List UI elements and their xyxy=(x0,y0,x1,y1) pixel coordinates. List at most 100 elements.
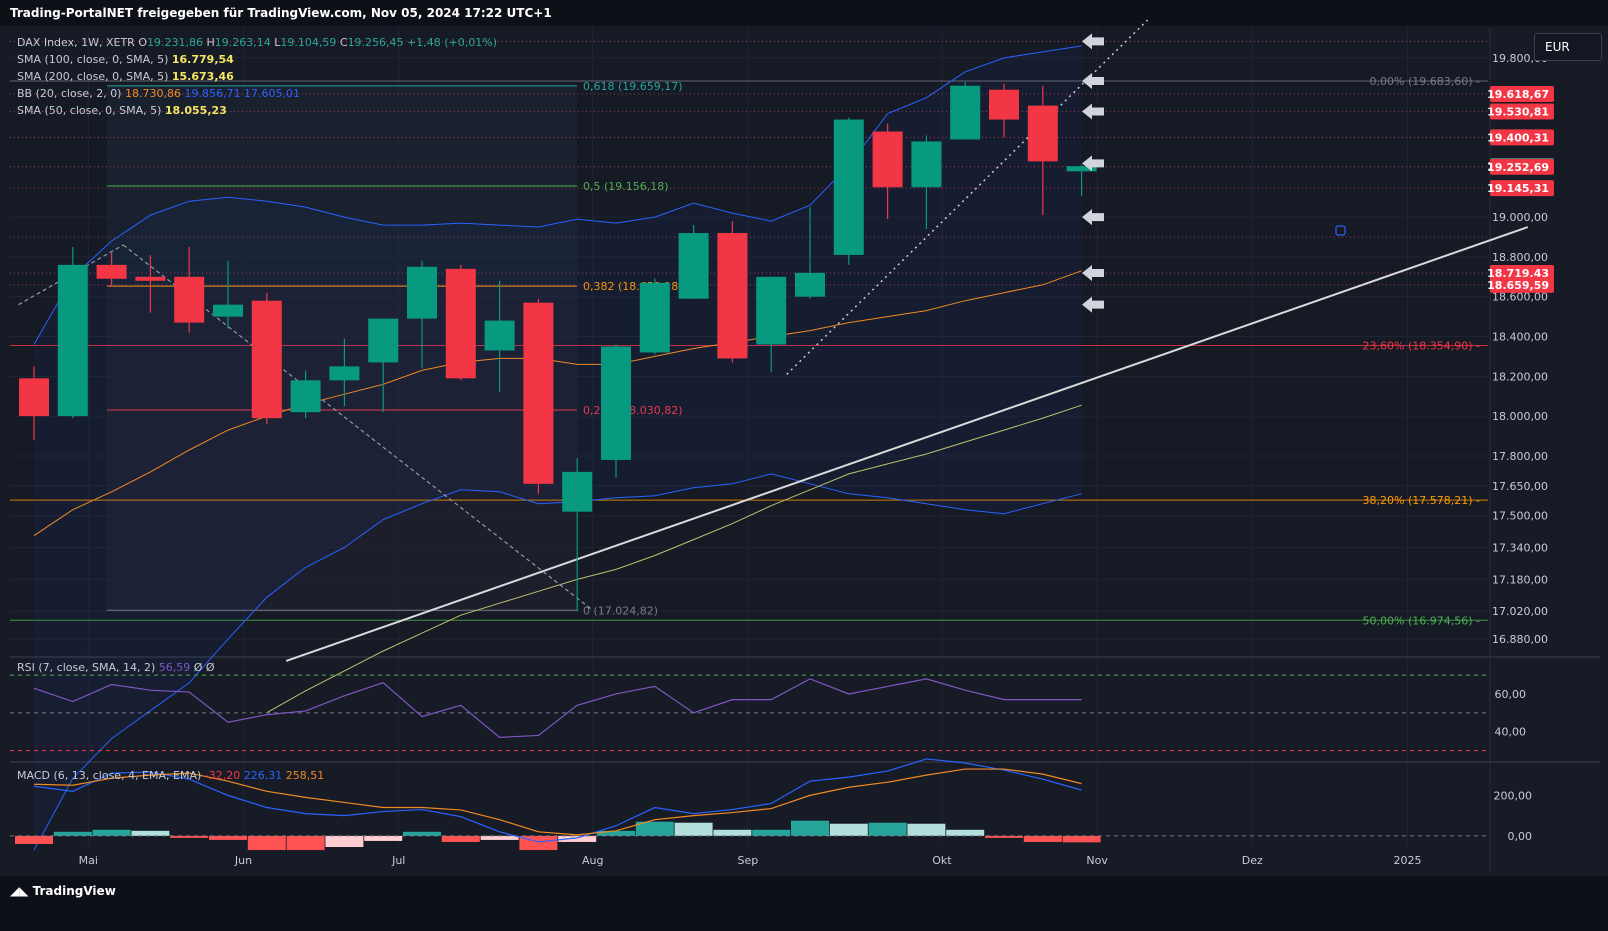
trendline xyxy=(285,226,1529,662)
candle-4 xyxy=(174,246,205,333)
candle-9 xyxy=(368,318,399,413)
tv-logo-icon: ◢◣ xyxy=(10,884,33,898)
macd-hist-bar-22 xyxy=(868,822,907,836)
arrow-icon-5 xyxy=(1082,264,1104,281)
macd-hist-bar-11 xyxy=(441,835,480,842)
currency-selector[interactable]: EUR xyxy=(1534,33,1602,61)
legend-sma200: SMA (200, close, 0, SMA, 5) 15.673,46 xyxy=(17,68,497,85)
yaxis-tick-8: 17.650,00 xyxy=(1492,480,1548,493)
candle-body-15 xyxy=(601,346,631,460)
yaxis-tick-13: 16.880,00 xyxy=(1492,633,1548,646)
legend-h-label: H xyxy=(206,36,215,49)
legend-sma100-value: 16.779,54 xyxy=(171,53,234,66)
xaxis-tick-0: Mai xyxy=(79,854,98,867)
rsi-tick-0: 60,00 xyxy=(1495,688,1527,701)
fib-label-1: 0,618 (19.659,17) xyxy=(583,80,683,93)
macd-hist-bar-14 xyxy=(558,835,597,842)
legend-c-label: C xyxy=(339,36,348,49)
rsi-legend-label: RSI (7, close, SMA, 14, 2) xyxy=(17,661,156,674)
bb-lower-line xyxy=(33,473,1082,851)
footer-brand: TradingView xyxy=(32,884,116,898)
header-bar: Trading-PortalNET freigegeben für Tradin… xyxy=(0,0,1608,26)
bb-upper-line xyxy=(33,45,1082,345)
macd-tick-1: 0,00 xyxy=(1508,830,1533,843)
macd-hist-bar-6 xyxy=(247,835,286,851)
candle-body-16 xyxy=(639,282,670,353)
macd-hist-bar-24 xyxy=(946,829,985,836)
macd-hist-bar-8 xyxy=(325,835,364,848)
yaxis-tick-6: 18.000,00 xyxy=(1492,410,1548,423)
arrow-icon-2 xyxy=(1082,103,1104,120)
macd-hist-bar-26 xyxy=(1023,835,1062,842)
candle-14 xyxy=(562,457,593,612)
macd-line xyxy=(33,758,1082,843)
fib-label-2: 0,5 (19.156,18) xyxy=(583,180,669,193)
price-label-4: 19.252,69 xyxy=(1487,161,1549,174)
macd-hist-bar-16 xyxy=(635,821,674,836)
candle-19 xyxy=(756,276,787,373)
price-label-bg-1 xyxy=(1490,103,1554,120)
candle-body-7 xyxy=(290,380,321,413)
price-label-5: 19.145,31 xyxy=(1487,182,1549,195)
candle-20 xyxy=(795,207,825,299)
price-label-bg-2 xyxy=(1490,129,1554,146)
legend-change: +1,48 (+0,01%) xyxy=(407,36,497,49)
arrow-icon-6 xyxy=(1082,296,1104,313)
macd-hist-bar-2 xyxy=(92,829,131,836)
candle-body-18 xyxy=(717,233,748,359)
xaxis-tick-6: Nov xyxy=(1086,854,1108,867)
macd-hist-bar-19 xyxy=(752,829,791,836)
fib-label-8: 50,00% (16.974,56) - xyxy=(1363,614,1481,627)
legend-high: 19.263,14 xyxy=(214,36,271,49)
legend-sma50-value: 18.055,23 xyxy=(164,104,227,117)
candle-body-0 xyxy=(19,378,49,417)
main-legend: DAX Index, 1W, XETR O19.231,86 H19.263,1… xyxy=(17,34,497,119)
fib-label-6: 38,20% (17.578,21) - xyxy=(1363,494,1481,507)
rsi-legend-extra: Ø Ø xyxy=(193,661,215,674)
candle-body-12 xyxy=(484,320,515,351)
fib-label-4: 23,60% (18.354,90) - xyxy=(1363,340,1481,353)
candle-12 xyxy=(484,280,515,393)
candle-body-3 xyxy=(135,276,166,281)
macd-hist-bar-25 xyxy=(985,835,1023,838)
macd-legend-macd: 226,31 xyxy=(243,769,283,782)
candle-body-27 xyxy=(1066,166,1097,172)
rsi-tick-1: 40,00 xyxy=(1495,726,1527,739)
arrow-icon-1 xyxy=(1082,73,1104,90)
candle-22 xyxy=(872,123,903,220)
legend-l-label: L xyxy=(274,36,281,49)
rsi-legend-value: 56,59 xyxy=(158,661,191,674)
xaxis-tick-1: Jun xyxy=(234,854,252,867)
candle-body-21 xyxy=(833,119,864,255)
candle-body-26 xyxy=(1027,105,1058,162)
macd-hist-bar-0 xyxy=(15,835,53,844)
macd-hist-bar-5 xyxy=(209,835,247,840)
macd-hist-bar-27 xyxy=(1062,835,1101,843)
price-label-bg-0 xyxy=(1490,85,1554,102)
yaxis-tick-7: 17.800,00 xyxy=(1492,450,1548,463)
arrow-icon-3 xyxy=(1082,155,1104,172)
price-label-bg-5 xyxy=(1490,180,1554,197)
candle-body-1 xyxy=(57,264,88,417)
macd-hist-bar-4 xyxy=(170,835,209,838)
candle-body-23 xyxy=(911,141,942,188)
candle-body-4 xyxy=(174,276,205,323)
macd-hist-bar-1 xyxy=(53,831,92,836)
marker-square-icon xyxy=(1335,225,1346,236)
xaxis-tick-3: Aug xyxy=(582,854,603,867)
candle-13 xyxy=(523,298,554,494)
xaxis-tick-4: Sep xyxy=(738,854,759,867)
price-label-0: 19.618,67 xyxy=(1487,88,1549,101)
price-label-2: 19.400,31 xyxy=(1487,131,1549,144)
candle-23 xyxy=(911,135,942,230)
arrow-icon-4 xyxy=(1082,209,1104,226)
candle-26 xyxy=(1027,85,1058,216)
yaxis-tick-2: 18.800,00 xyxy=(1492,251,1548,264)
price-label-bg-7 xyxy=(1490,276,1554,293)
tradingview-logo[interactable]: ◢◣ TradingView xyxy=(10,884,116,898)
macd-hist-bar-3 xyxy=(131,830,170,836)
macd-tick-0: 200,00 xyxy=(1494,789,1533,802)
candle-17 xyxy=(678,225,709,299)
price-label-1: 19.530,81 xyxy=(1487,105,1549,118)
